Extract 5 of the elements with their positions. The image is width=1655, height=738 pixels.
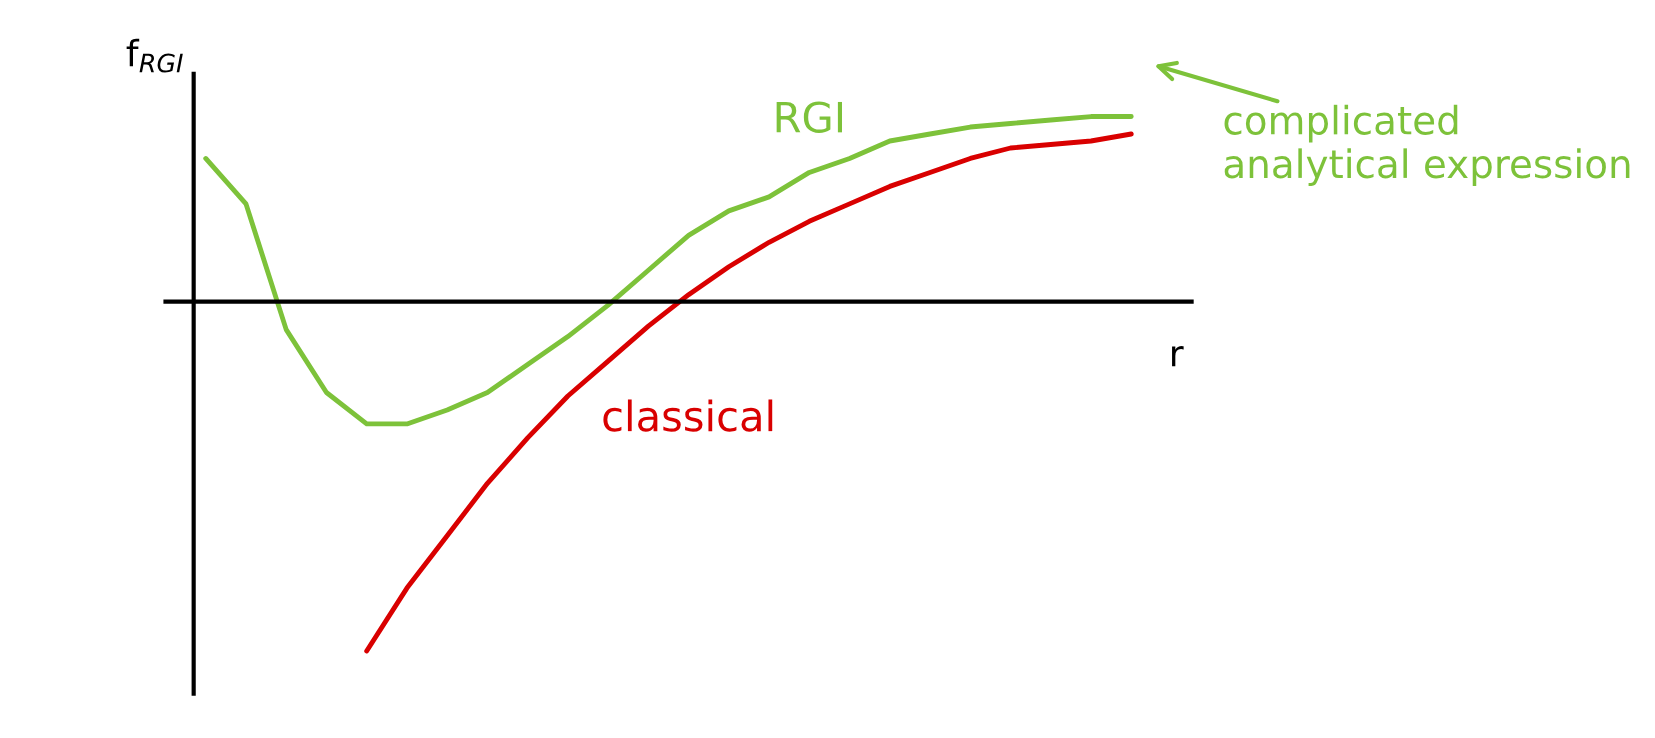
x-axis-title: r	[1172, 346, 1184, 367]
series-label: RGI	[776, 101, 842, 133]
text: complicated analytical expression	[1224, 104, 1630, 186]
y-axis-title: f$_{RGI}$	[126, 38, 183, 73]
series-label: classical	[603, 399, 773, 432]
